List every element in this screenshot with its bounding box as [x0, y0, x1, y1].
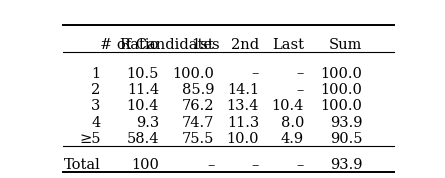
Text: 8.0: 8.0	[280, 116, 304, 130]
Text: 90.5: 90.5	[330, 132, 363, 146]
Text: Last: Last	[272, 38, 304, 52]
Text: 9.3: 9.3	[136, 116, 159, 130]
Text: 4: 4	[91, 116, 101, 130]
Text: –: –	[207, 158, 214, 172]
Text: # of Candidates: # of Candidates	[101, 38, 220, 52]
Text: 11.4: 11.4	[127, 83, 159, 97]
Text: 1st: 1st	[192, 38, 214, 52]
Text: –: –	[296, 67, 304, 81]
Text: ≥5: ≥5	[79, 132, 101, 146]
Text: 4.9: 4.9	[281, 132, 304, 146]
Text: –: –	[252, 67, 259, 81]
Text: Total: Total	[64, 158, 101, 172]
Text: 10.5: 10.5	[127, 67, 159, 81]
Text: 100.0: 100.0	[321, 83, 363, 97]
Text: 13.4: 13.4	[227, 100, 259, 114]
Text: –: –	[252, 158, 259, 172]
Text: 100.0: 100.0	[172, 67, 214, 81]
Text: –: –	[296, 83, 304, 97]
Text: 76.2: 76.2	[182, 100, 214, 114]
Text: 74.7: 74.7	[182, 116, 214, 130]
Text: 10.0: 10.0	[227, 132, 259, 146]
Text: 2nd: 2nd	[231, 38, 259, 52]
Text: 100.0: 100.0	[321, 67, 363, 81]
Text: 93.9: 93.9	[330, 116, 363, 130]
Text: 10.4: 10.4	[271, 100, 304, 114]
Text: 11.3: 11.3	[227, 116, 259, 130]
Text: Ratio: Ratio	[120, 38, 159, 52]
Text: 93.9: 93.9	[330, 158, 363, 172]
Text: –: –	[296, 158, 304, 172]
Text: Sum: Sum	[329, 38, 363, 52]
Text: 85.9: 85.9	[182, 83, 214, 97]
Text: 100: 100	[131, 158, 159, 172]
Text: 100.0: 100.0	[321, 100, 363, 114]
Text: 1: 1	[91, 67, 101, 81]
Text: 2: 2	[91, 83, 101, 97]
Text: 58.4: 58.4	[126, 132, 159, 146]
Text: 3: 3	[91, 100, 101, 114]
Text: 10.4: 10.4	[127, 100, 159, 114]
Text: 14.1: 14.1	[227, 83, 259, 97]
Text: 75.5: 75.5	[182, 132, 214, 146]
